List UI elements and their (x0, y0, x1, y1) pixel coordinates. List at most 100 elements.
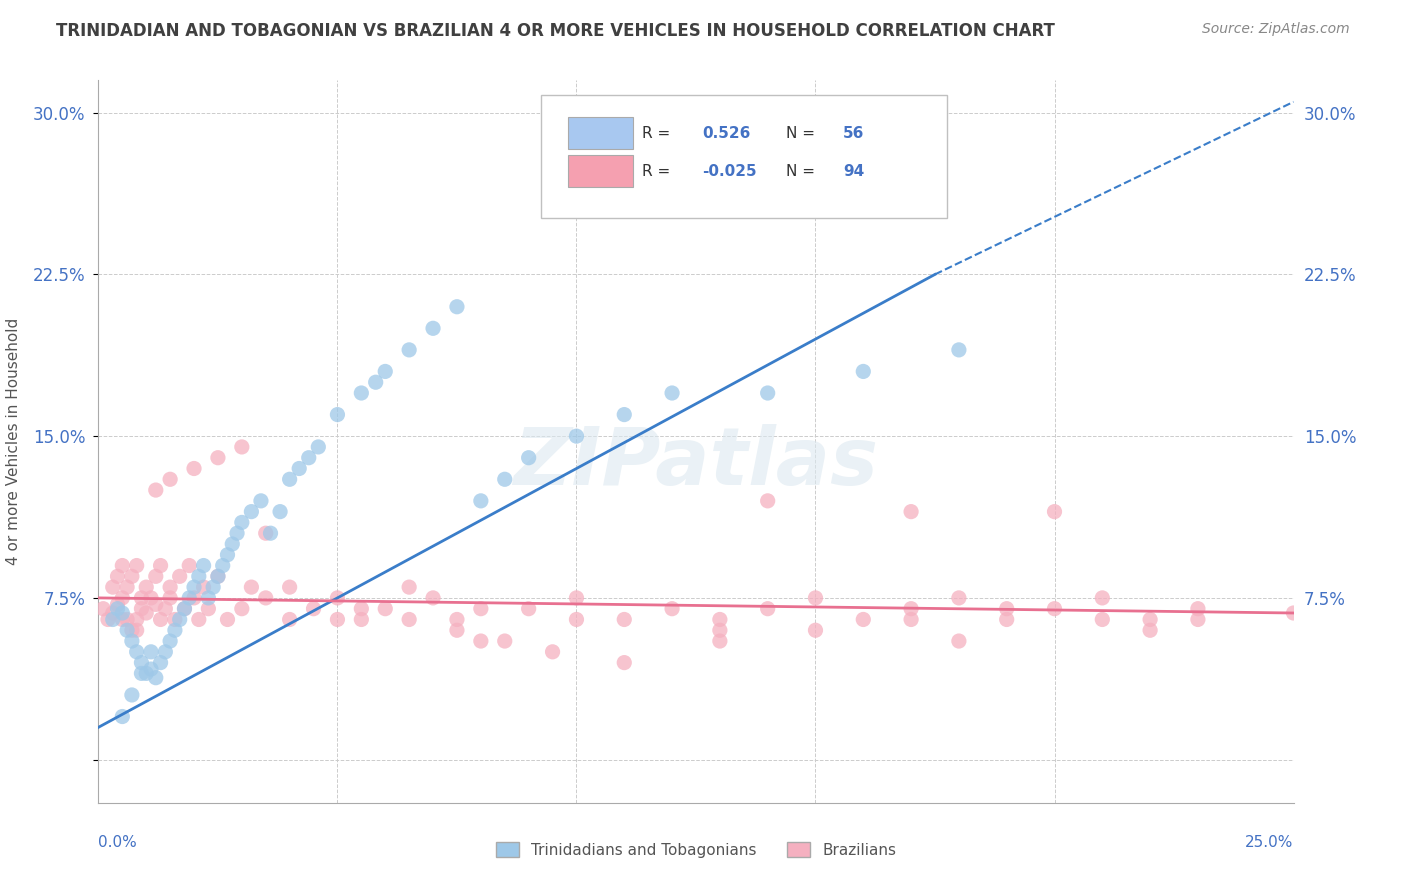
Point (364, 376, 387, 390)
Point (183, 580, 205, 594)
Point (948, 634, 970, 648)
Point (350, 601, 373, 615)
Point (374, 364, 396, 378)
Point (494, 472, 516, 486)
Point (183, 461, 205, 475)
Y-axis label: 4 or more Vehicles in Household: 4 or more Vehicles in Household (7, 318, 21, 566)
Point (307, 440, 329, 454)
Point (179, 591, 201, 605)
Point (125, 558, 148, 573)
Point (115, 580, 138, 594)
Point (149, 558, 172, 573)
Point (661, 601, 683, 615)
Point (398, 343, 420, 357)
Point (446, 300, 468, 314)
Point (470, 601, 492, 615)
Point (613, 612, 636, 626)
Point (197, 591, 219, 605)
Point (995, 612, 1018, 626)
Point (278, 472, 301, 486)
Point (159, 634, 181, 648)
FancyBboxPatch shape (541, 95, 948, 218)
Point (1091, 612, 1114, 626)
FancyBboxPatch shape (568, 117, 633, 149)
Point (169, 612, 191, 626)
Point (541, 645, 564, 659)
Point (111, 709, 134, 723)
Point (517, 450, 540, 465)
Point (709, 624, 731, 638)
Point (900, 601, 922, 615)
Point (470, 634, 492, 648)
Point (107, 569, 129, 583)
Point (155, 645, 177, 659)
Point (398, 612, 420, 626)
Point (101, 612, 124, 626)
Point (159, 472, 181, 486)
Point (288, 461, 311, 475)
Point (269, 505, 291, 519)
Point (350, 386, 373, 401)
Point (1043, 601, 1066, 615)
Text: 0.0%: 0.0% (98, 836, 138, 850)
Point (211, 558, 233, 573)
Point (111, 612, 134, 626)
Point (125, 624, 148, 638)
Point (135, 580, 157, 594)
Point (193, 580, 215, 594)
Point (231, 440, 253, 454)
Point (709, 634, 731, 648)
Point (1043, 505, 1066, 519)
Point (756, 601, 779, 615)
Point (145, 671, 167, 685)
Point (121, 569, 143, 583)
Point (159, 580, 181, 594)
Point (1091, 591, 1114, 605)
Point (254, 591, 277, 605)
Point (1187, 612, 1209, 626)
Point (187, 569, 209, 583)
Point (565, 612, 588, 626)
Point (709, 612, 731, 626)
Point (1139, 612, 1161, 626)
Point (202, 580, 225, 594)
Point (298, 450, 321, 465)
Point (111, 558, 134, 573)
Point (326, 591, 349, 605)
Point (326, 612, 349, 626)
Point (565, 591, 588, 605)
Point (254, 526, 277, 541)
Point (125, 612, 148, 626)
Point (121, 624, 143, 638)
Point (278, 580, 301, 594)
Point (187, 612, 209, 626)
Point (115, 624, 138, 638)
Point (131, 591, 153, 605)
Point (661, 386, 683, 401)
Text: 94: 94 (844, 164, 865, 178)
Point (217, 548, 239, 562)
Point (446, 612, 468, 626)
Point (121, 634, 143, 648)
Point (125, 645, 148, 659)
Point (121, 688, 143, 702)
Point (756, 493, 779, 508)
Point (494, 634, 516, 648)
Point (804, 591, 827, 605)
Point (948, 343, 970, 357)
Point (1139, 624, 1161, 638)
Point (422, 321, 444, 335)
Point (107, 601, 129, 615)
Point (97, 612, 120, 626)
Text: R =: R = (643, 126, 675, 141)
Point (350, 612, 373, 626)
Point (565, 429, 588, 443)
Point (259, 526, 281, 541)
Point (115, 612, 138, 626)
Point (240, 580, 263, 594)
Point (101, 580, 124, 594)
Point (326, 408, 349, 422)
Point (111, 606, 134, 620)
Point (159, 591, 181, 605)
Text: TRINIDADIAN AND TOBAGONIAN VS BRAZILIAN 4 OR MORE VEHICLES IN HOUSEHOLD CORRELAT: TRINIDADIAN AND TOBAGONIAN VS BRAZILIAN … (56, 22, 1054, 40)
